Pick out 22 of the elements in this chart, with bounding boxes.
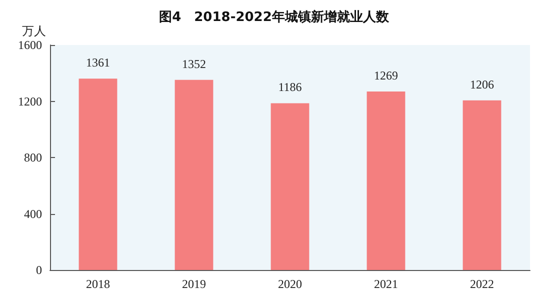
bar xyxy=(462,100,502,270)
y-tick-label: 0 xyxy=(36,263,42,277)
bar xyxy=(78,78,118,270)
y-tick-label: 800 xyxy=(24,150,42,164)
y-tick-label: 1200 xyxy=(18,94,42,108)
x-tick-label: 2020 xyxy=(278,277,302,291)
bar xyxy=(174,80,214,270)
data-label: 1352 xyxy=(182,56,206,71)
x-tick-label: 2018 xyxy=(86,277,110,291)
x-tick-label: 2021 xyxy=(374,277,398,291)
bar xyxy=(270,103,310,270)
x-tick-label: 2019 xyxy=(182,277,206,291)
y-tick-label: 1600 xyxy=(18,38,42,52)
data-label: 1206 xyxy=(470,77,494,92)
y-axis-title: 万人 xyxy=(22,24,46,38)
y-tick-label: 400 xyxy=(24,206,42,221)
chart-title: 图4 2018-2022年城镇新增就业人数 xyxy=(159,9,390,25)
bar xyxy=(366,92,406,270)
data-label: 1361 xyxy=(86,56,110,70)
x-tick-label: 2022 xyxy=(470,277,494,291)
data-label: 1186 xyxy=(278,80,302,94)
data-label: 1269 xyxy=(374,68,398,83)
